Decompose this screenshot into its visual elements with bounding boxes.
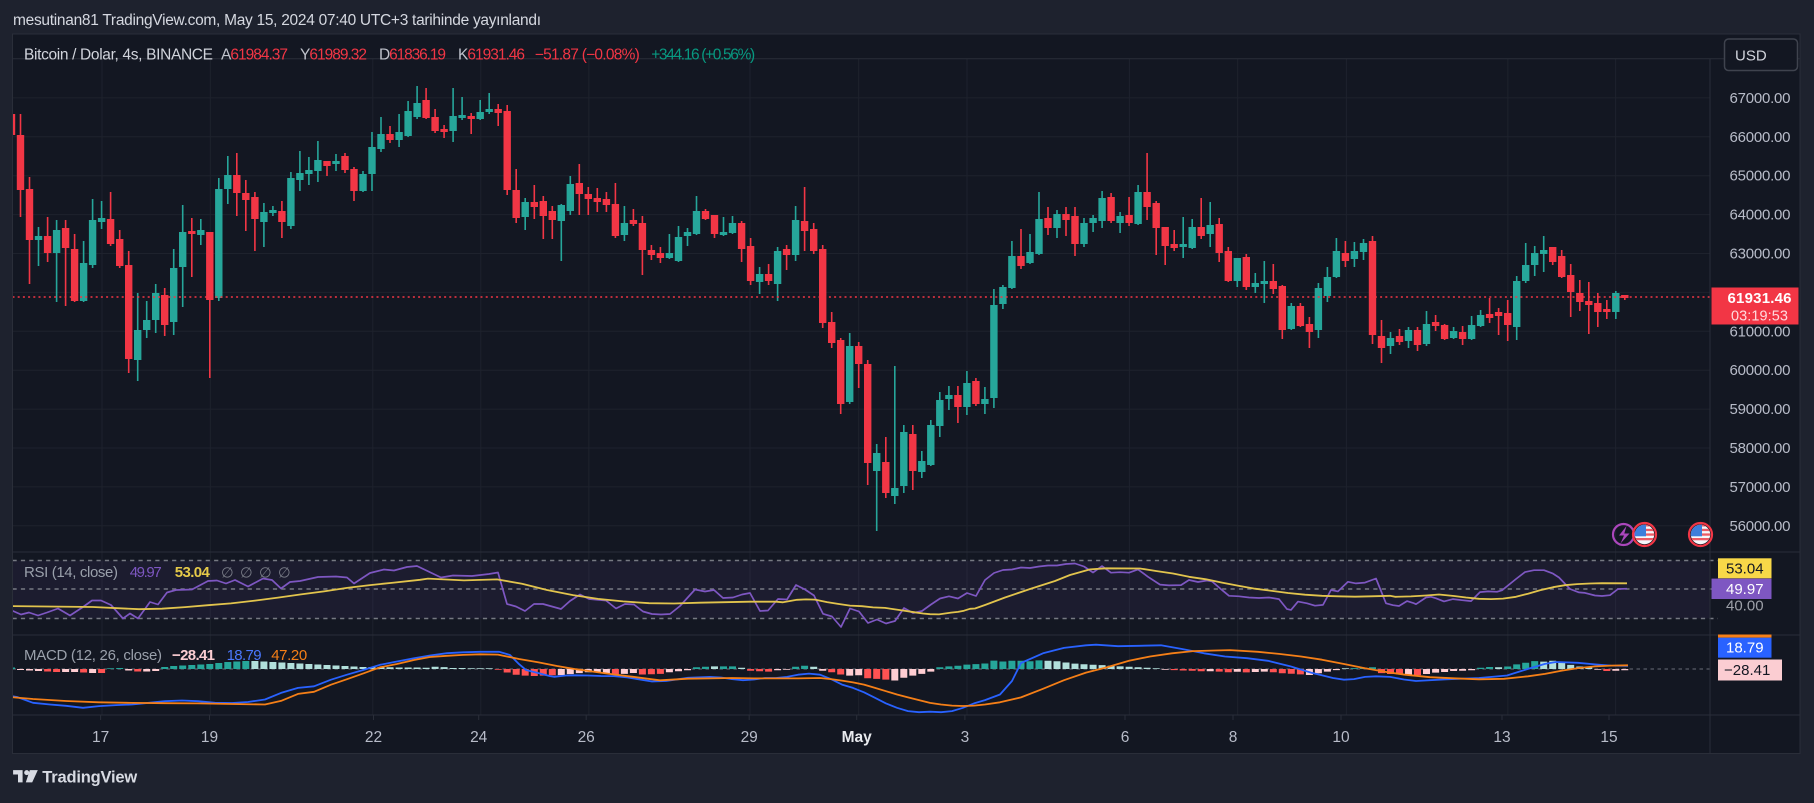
svg-text:53.04: 53.04 [1726, 560, 1764, 577]
svg-text:∅: ∅ [221, 566, 234, 582]
svg-text:RSI (14, close): RSI (14, close) [24, 564, 118, 581]
svg-text:6: 6 [1121, 729, 1130, 746]
svg-text:59000.00: 59000.00 [1730, 401, 1791, 418]
svg-text:+344.16 (+0.56%): +344.16 (+0.56%) [651, 47, 755, 64]
svg-text:26: 26 [578, 729, 595, 746]
svg-text:10: 10 [1332, 729, 1350, 746]
svg-text:40.00: 40.00 [1726, 598, 1764, 615]
svg-text:K61931.46: K61931.46 [458, 47, 525, 64]
svg-text:58000.00: 58000.00 [1730, 440, 1791, 457]
svg-text:24: 24 [470, 729, 488, 746]
svg-text:61000.00: 61000.00 [1730, 323, 1791, 340]
svg-text:17: 17 [92, 729, 109, 746]
svg-text:49.97: 49.97 [1726, 581, 1764, 598]
svg-text:64000.00: 64000.00 [1730, 207, 1791, 224]
svg-text:57000.00: 57000.00 [1730, 479, 1791, 496]
svg-text:63000.00: 63000.00 [1730, 246, 1791, 263]
svg-text:MACD (12, 26, close): MACD (12, 26, close) [24, 647, 162, 664]
svg-text:19: 19 [201, 729, 218, 746]
svg-text:56000.00: 56000.00 [1730, 518, 1791, 535]
svg-text:May: May [842, 729, 873, 746]
svg-text:Bitcoin / Dolar, 4s, BINANCE: Bitcoin / Dolar, 4s, BINANCE [24, 47, 213, 64]
svg-text:D61836.19: D61836.19 [379, 47, 446, 64]
svg-text:mesutinan81 TradingView.com, M: mesutinan81 TradingView.com, May 15, 202… [13, 12, 541, 29]
svg-text:67000.00: 67000.00 [1730, 90, 1791, 107]
svg-text:−28.41: −28.41 [172, 647, 215, 664]
svg-text:03:19:53: 03:19:53 [1731, 309, 1788, 325]
svg-text:∅: ∅ [240, 566, 253, 582]
svg-text:18.79: 18.79 [1726, 640, 1764, 657]
svg-text:15: 15 [1600, 729, 1617, 746]
svg-text:65000.00: 65000.00 [1730, 168, 1791, 185]
svg-text:−51.87 (−0.08%): −51.87 (−0.08%) [535, 47, 640, 64]
svg-text:49.97: 49.97 [130, 564, 162, 581]
svg-text:47.20: 47.20 [271, 647, 307, 664]
svg-text:8: 8 [1229, 729, 1238, 746]
svg-text:A61984.37: A61984.37 [221, 47, 288, 64]
svg-text:Y61989.32: Y61989.32 [300, 47, 367, 64]
svg-text:3: 3 [961, 729, 970, 746]
svg-text:53.04: 53.04 [175, 564, 211, 581]
svg-text:29: 29 [741, 729, 758, 746]
svg-text:60000.00: 60000.00 [1730, 362, 1791, 379]
svg-text:66000.00: 66000.00 [1730, 129, 1791, 146]
svg-text:TradingView: TradingView [42, 769, 137, 787]
svg-text:∅: ∅ [278, 566, 291, 582]
svg-text:∅: ∅ [259, 566, 272, 582]
svg-text:61931.46: 61931.46 [1728, 290, 1792, 307]
svg-text:18.79: 18.79 [227, 647, 262, 664]
svg-text:22: 22 [365, 729, 382, 746]
svg-text:USD: USD [1735, 48, 1767, 65]
svg-text:13: 13 [1493, 729, 1510, 746]
svg-text:−28.41: −28.41 [1724, 662, 1770, 679]
